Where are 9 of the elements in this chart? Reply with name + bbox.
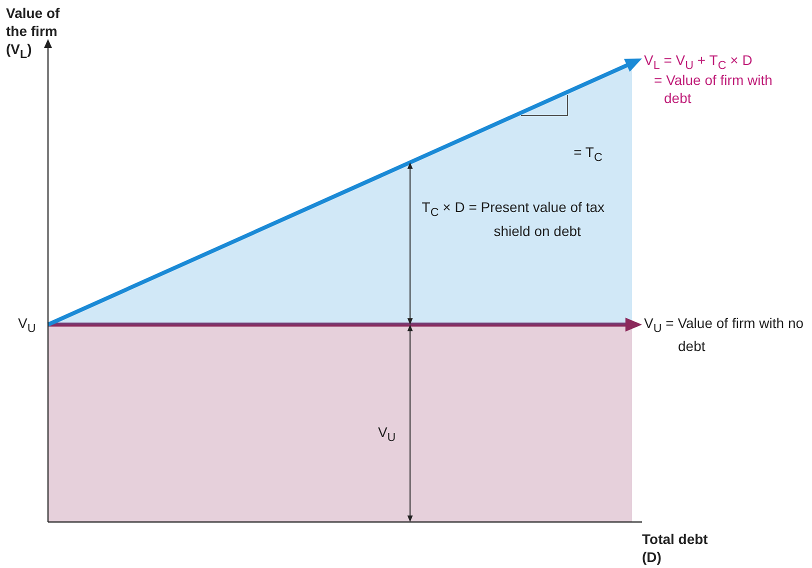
annotation: T$_{C}$ × D = Present value of tax shield on debt [422, 198, 606, 240]
annotation: V$_{U}$ [378, 423, 396, 446]
annotation: = Value of firm with debt [654, 71, 774, 107]
x-axis-title: Total debt (D) [642, 530, 709, 566]
annotation: = T$_{C}$ [574, 143, 602, 166]
annotation: V$_{U}$ [18, 314, 36, 336]
annotation: V$_{U}$ = Value of firm with no debt [644, 314, 805, 356]
annotation: V$_{L}$ = V$_{U}$ + T$_{C}$ × D [644, 52, 752, 72]
y-axis-title: Value of the firm (V$_{L}$) [6, 4, 61, 63]
